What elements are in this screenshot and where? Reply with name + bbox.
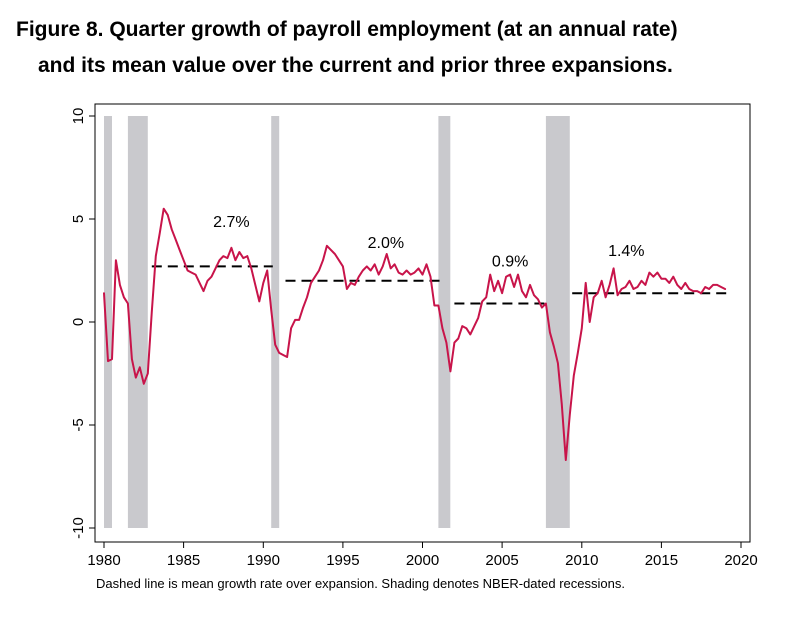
mean-label-3: 0.9% (492, 253, 528, 270)
series-layer (103, 207, 727, 461)
x-tick-label-1995: 1995 (326, 552, 359, 569)
x-tick-label-2020: 2020 (724, 552, 757, 569)
series-line-1 (103, 207, 727, 461)
recession-band-2 (127, 116, 148, 528)
x-tick-label-2010: 2010 (565, 552, 598, 569)
annotation-layer: 2.7% 2.0% 0.9% 1.4% (213, 214, 644, 270)
chart-footnote: Dashed line is mean growth rate over exp… (96, 576, 625, 591)
y-tick-label-10: 10 (70, 108, 87, 125)
y-tick-label--10: -10 (70, 517, 87, 539)
x-tick-label-2005: 2005 (485, 552, 518, 569)
figure-title-line-1: Figure 8. Quarter growth of payroll empl… (16, 18, 678, 41)
x-tick-label-2000: 2000 (406, 552, 439, 569)
figure-title-line-2: and its mean value over the current and … (38, 54, 673, 77)
mean-label-1: 2.7% (213, 214, 249, 231)
y-tick-label-5: 5 (70, 215, 87, 223)
axis-layer: 1980 1985 1990 1995 2000 2005 2010 2015 2020 -10 -… (70, 108, 758, 569)
x-tick-label-2015: 2015 (645, 552, 678, 569)
mean-label-2: 2.0% (368, 235, 404, 252)
y-tick-label-0: 0 (70, 318, 87, 326)
recession-band-3 (271, 116, 280, 528)
recession-band-5 (545, 116, 570, 528)
plot-frame (94, 103, 751, 543)
x-tick-label-1985: 1985 (167, 552, 200, 569)
y-tick-label--5: -5 (70, 418, 87, 431)
recession-band-4 (438, 116, 451, 528)
mean-label-4: 1.4% (608, 243, 644, 260)
recession-shading-layer (104, 116, 570, 528)
recession-band-1 (104, 116, 112, 528)
x-tick-label-1990: 1990 (247, 552, 280, 569)
x-tick-label-1980: 1980 (87, 552, 120, 569)
